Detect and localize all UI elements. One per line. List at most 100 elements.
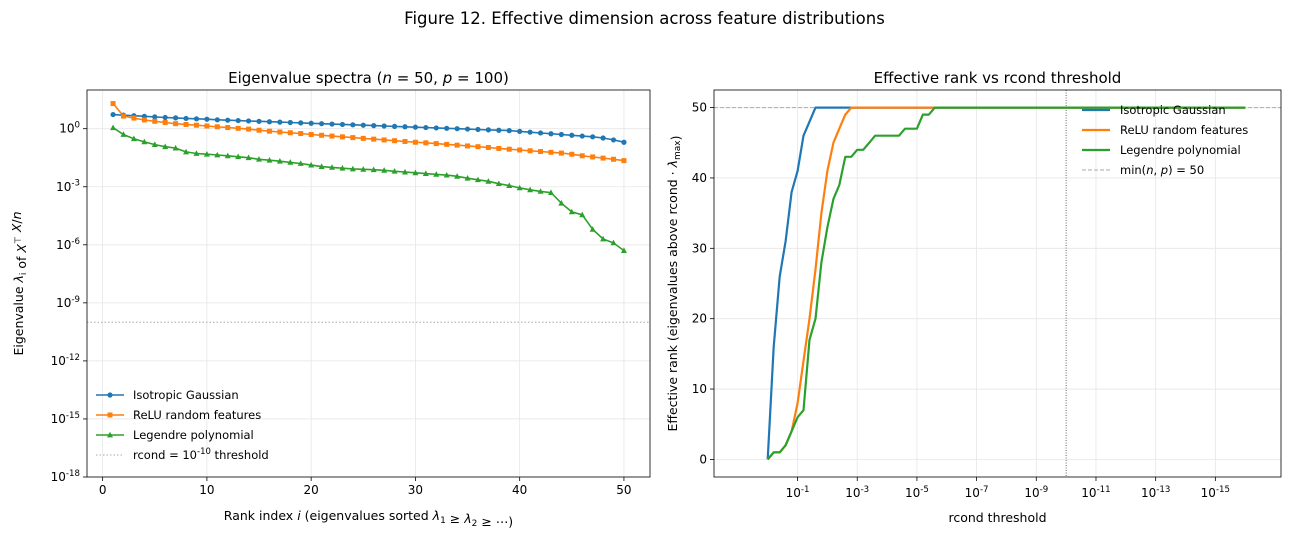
- data-point-gaussian: [329, 121, 335, 127]
- legend-label-gaussian: Isotropic Gaussian: [133, 388, 239, 402]
- data-point-legendre: [297, 160, 304, 166]
- series-relu: [110, 101, 627, 164]
- data-point-relu: [277, 129, 283, 135]
- x-tick-label: 10-13: [1141, 485, 1170, 500]
- data-point-gaussian: [110, 111, 116, 118]
- data-point-relu: [590, 154, 596, 160]
- effective-rank-panel: 10-1 10-3 10-5 10-7 10-9 10-11 10-13 10-15 0 10 20…: [665, 69, 1282, 525]
- data-point-legendre: [183, 148, 190, 155]
- data-point-legendre: [162, 143, 169, 150]
- data-point-gaussian: [600, 135, 606, 141]
- figure-suptitle: Figure 12. Effective dimension across fe…: [404, 9, 885, 28]
- data-point-relu: [329, 133, 335, 139]
- data-point-legendre: [266, 157, 273, 163]
- data-point-relu: [371, 136, 377, 142]
- data-point-gaussian: [485, 127, 491, 133]
- data-point-legendre: [370, 166, 377, 173]
- left-legend: Isotropic Gaussian ReLU random features Le…: [96, 388, 269, 462]
- data-point-legendre: [245, 154, 252, 161]
- data-point-legendre: [401, 168, 408, 175]
- left-x-axis-label: Rank index i (eigenvalues sorted λ1 ≥ λ2…: [224, 508, 513, 529]
- data-point-relu: [183, 121, 189, 127]
- data-point-relu: [162, 120, 168, 126]
- data-point-relu: [548, 149, 554, 155]
- data-point-gaussian: [579, 133, 585, 139]
- data-point-gaussian: [558, 131, 564, 138]
- data-point-legendre: [568, 208, 575, 215]
- legend-label-legendre: Legendre polynomial: [133, 428, 254, 442]
- data-point-legendre: [600, 235, 607, 242]
- data-point-legendre: [620, 247, 627, 254]
- data-point-relu: [225, 125, 231, 131]
- data-point-legendre: [110, 124, 117, 131]
- y-tick-label: 10-3: [56, 179, 80, 194]
- data-point-relu: [475, 144, 481, 150]
- data-point-relu: [402, 138, 408, 144]
- data-point-relu: [496, 145, 502, 151]
- data-point-legendre: [547, 189, 554, 195]
- x-tick-label: 10-9: [1024, 485, 1048, 500]
- data-point-legendre: [558, 199, 565, 206]
- data-point-legendre: [308, 161, 315, 168]
- data-point-relu: [454, 142, 460, 148]
- data-point-legendre: [172, 144, 179, 151]
- data-point-relu: [339, 134, 345, 140]
- data-point-relu: [433, 141, 439, 147]
- y-tick-label: 30: [692, 241, 707, 255]
- data-point-gaussian: [308, 120, 314, 126]
- y-tick-label: 40: [692, 171, 707, 185]
- data-point-gaussian: [454, 126, 460, 132]
- data-point-gaussian: [412, 124, 419, 130]
- data-point-legendre: [610, 239, 617, 246]
- data-point-relu: [558, 150, 564, 156]
- y-tick-label: 50: [692, 101, 707, 115]
- x-tick-label: 10-7: [965, 485, 989, 500]
- data-point-relu: [517, 147, 523, 153]
- data-point-legendre: [506, 182, 513, 188]
- data-point-legendre: [422, 170, 429, 176]
- data-point-relu: [621, 158, 627, 164]
- data-point-legendre: [527, 186, 534, 193]
- data-point-gaussian: [391, 123, 398, 129]
- legend-marker-relu: [107, 412, 113, 418]
- data-point-legendre: [235, 153, 242, 160]
- legend-label-min-np: min(n, p) = 50: [1120, 163, 1204, 177]
- data-point-legendre: [412, 169, 419, 176]
- x-tick-label: 30: [408, 483, 423, 497]
- data-point-legendre: [485, 178, 492, 184]
- data-point-legendre: [214, 151, 221, 158]
- data-point-gaussian: [173, 115, 179, 121]
- x-tick-label: 50: [616, 483, 631, 497]
- data-point-gaussian: [423, 124, 429, 131]
- x-tick-label: 10-5: [905, 485, 929, 500]
- series-gaussian: [110, 111, 627, 145]
- legend-label-threshold: rcond = 10-10 threshold: [133, 447, 269, 462]
- data-point-gaussian: [350, 122, 356, 128]
- data-point-relu: [538, 149, 544, 155]
- data-point-legendre: [151, 141, 158, 147]
- plot-frame: [86, 89, 651, 478]
- data-point-relu: [120, 113, 126, 119]
- data-point-legendre: [495, 180, 502, 187]
- data-point-legendre: [130, 135, 137, 142]
- data-point-legendre: [339, 164, 346, 171]
- data-point-legendre: [443, 171, 450, 178]
- data-point-relu: [141, 117, 147, 123]
- data-point-gaussian: [506, 128, 512, 134]
- y-tick-label: 100: [59, 121, 80, 136]
- data-point-gaussian: [246, 118, 252, 124]
- data-point-legendre: [537, 188, 544, 194]
- data-point-relu: [360, 135, 366, 141]
- x-tick-label: 10-11: [1081, 485, 1110, 500]
- data-point-legendre: [256, 156, 263, 162]
- data-point-relu: [308, 132, 314, 138]
- data-point-gaussian: [162, 114, 168, 121]
- y-tick-label: 10-12: [51, 353, 80, 368]
- data-point-relu: [235, 125, 241, 131]
- data-point-legendre: [287, 159, 294, 165]
- plot-frame: [713, 89, 1282, 478]
- data-point-gaussian: [318, 121, 325, 127]
- data-point-gaussian: [371, 123, 377, 129]
- data-point-legendre: [391, 168, 398, 174]
